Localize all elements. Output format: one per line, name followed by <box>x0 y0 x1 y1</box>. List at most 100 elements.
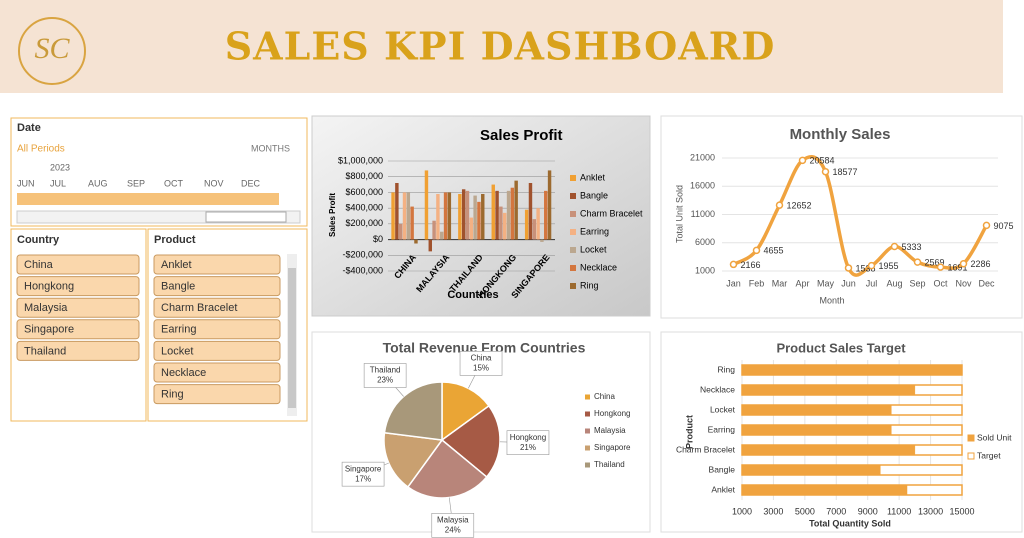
slicer-item-label[interactable]: Malaysia <box>24 302 68 314</box>
slicer-item[interactable] <box>153 276 281 297</box>
x-tick-label: 15000 <box>949 506 974 516</box>
legend-label: Hongkong <box>594 409 630 418</box>
bar <box>447 192 452 240</box>
bar <box>536 208 540 240</box>
scroll-thumb[interactable] <box>205 211 287 223</box>
bar <box>495 190 499 240</box>
y-axis-title: Total Unit Sold <box>674 185 684 243</box>
point <box>959 259 968 268</box>
data-label: 5333 <box>902 242 922 252</box>
legend-swatch <box>570 247 576 253</box>
logo-ring <box>18 17 86 85</box>
x-tick-label: 1000 <box>732 506 752 516</box>
slicer-item-label[interactable]: China <box>24 259 54 271</box>
label-box <box>506 430 550 456</box>
slicer-item[interactable] <box>153 362 281 383</box>
data-label: 23% <box>377 376 393 385</box>
x-tick-label: 3000 <box>763 506 783 516</box>
slicer-item[interactable] <box>16 340 140 361</box>
data-label: 15% <box>473 363 489 372</box>
data-label: 21% <box>520 443 536 452</box>
slicer-month: DEC <box>241 178 261 188</box>
slicer-item-label[interactable]: Bangle <box>161 281 195 293</box>
data-label: 1955 <box>879 261 899 271</box>
legend-label: China <box>594 392 615 401</box>
timeline-bar[interactable] <box>17 193 279 205</box>
y-axis-title: Product <box>684 415 694 449</box>
legend-swatch <box>570 211 576 217</box>
slicer-item[interactable] <box>16 254 140 275</box>
bar <box>528 183 533 240</box>
slicer-item[interactable] <box>16 319 140 340</box>
slicer-level[interactable]: MONTHS <box>251 143 290 153</box>
data-label: 20584 <box>810 156 835 166</box>
y-tick-label: $200,000 <box>345 218 383 228</box>
slicer-item[interactable] <box>153 319 281 340</box>
bar <box>443 192 448 240</box>
slicer-item-label[interactable]: Ring <box>161 389 184 401</box>
slicer-item-label[interactable]: Thailand <box>24 345 66 357</box>
slicer-item[interactable] <box>153 384 281 405</box>
data-label-name: Thailand <box>370 366 401 375</box>
y-tick-label: 11000 <box>691 209 715 219</box>
bar <box>469 217 474 240</box>
bar <box>398 223 403 240</box>
slicer-item-label[interactable]: Singapore <box>24 324 74 336</box>
point <box>913 258 922 266</box>
x-axis-title: Total Quantity Sold <box>809 518 891 528</box>
slicer-item[interactable] <box>153 297 281 318</box>
bar <box>540 239 544 242</box>
x-tick-label: 13000 <box>918 506 943 516</box>
bar <box>465 190 470 240</box>
slicer-item-label[interactable]: Earring <box>161 324 196 336</box>
scroll-thumb[interactable] <box>288 268 296 408</box>
y-tick-label: -$400,000 <box>342 265 383 275</box>
legend-label: Sold Unit <box>977 432 1012 442</box>
data-label: 12652 <box>787 201 812 211</box>
legend-label: Target <box>977 450 1001 460</box>
y-tick-label: $1,000,000 <box>338 155 383 165</box>
slicer-item-label[interactable]: Hongkong <box>24 281 74 293</box>
legend-swatch <box>585 445 590 451</box>
bar <box>544 190 548 240</box>
legend-swatch <box>585 428 590 434</box>
label-box <box>341 461 385 487</box>
x-tick-label: May <box>817 278 835 288</box>
x-tick-label: Oct <box>933 278 948 288</box>
bar <box>436 194 440 240</box>
y-tick-label: $0 <box>373 234 383 244</box>
slicer-item-label[interactable]: Necklace <box>161 367 206 379</box>
point <box>890 242 899 251</box>
bar <box>741 464 881 476</box>
bar <box>473 195 477 240</box>
slicer-item-label[interactable]: Anklet <box>161 259 192 271</box>
slicer-month: JUL <box>50 178 66 188</box>
slicer-item[interactable] <box>153 254 281 275</box>
bar <box>741 404 892 416</box>
bar <box>499 206 503 240</box>
legend-label: Anklet <box>580 172 606 182</box>
data-label-name: Singapore <box>345 464 382 473</box>
point <box>752 246 761 255</box>
chart-title: Monthly Sales <box>790 126 891 143</box>
slicer-item-label[interactable]: Locket <box>161 345 193 357</box>
label-box <box>431 513 475 538</box>
x-tick-label: Aug <box>886 278 902 288</box>
slicer-item[interactable] <box>16 276 140 297</box>
point <box>821 167 830 176</box>
legend-label: Ring <box>580 280 599 290</box>
y-tick-label: $600,000 <box>345 187 383 197</box>
slicer-title: Date <box>17 122 41 134</box>
bar <box>491 184 495 240</box>
data-label-name: Malaysia <box>437 515 469 524</box>
bar <box>424 170 429 240</box>
slicer-item[interactable] <box>153 340 281 361</box>
legend-swatch <box>570 229 576 235</box>
logo: SC <box>34 32 70 65</box>
bar <box>432 220 436 240</box>
slicer-item-label[interactable]: Charm Bracelet <box>161 302 237 314</box>
slicer-item[interactable] <box>16 297 140 318</box>
slicer-month: JUN <box>17 178 35 188</box>
data-label: 2286 <box>971 259 991 269</box>
data-label: 1538 <box>856 263 876 273</box>
